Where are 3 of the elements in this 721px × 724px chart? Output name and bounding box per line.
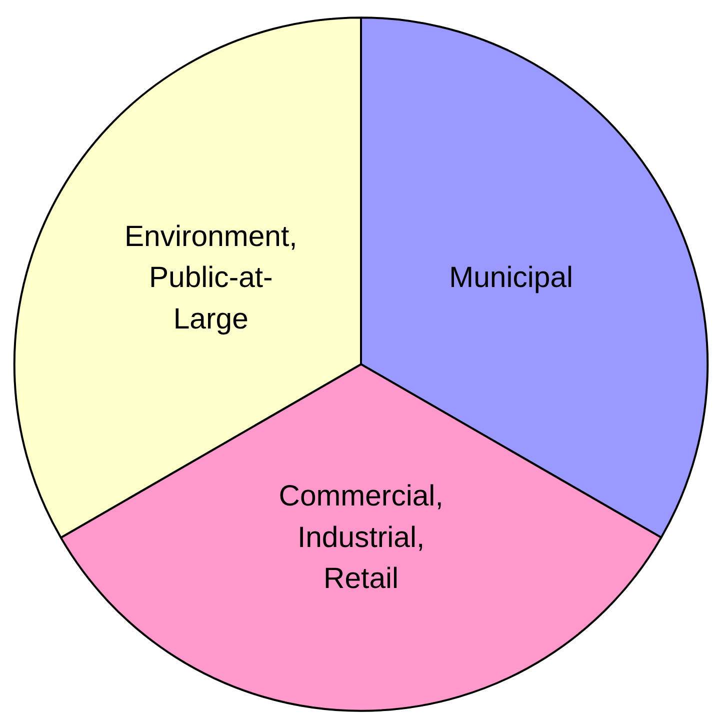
slice-label: Municipal: [449, 261, 574, 294]
slice-label: Environment, Public-at- Large: [124, 220, 298, 336]
slice-label: Commercial, Industrial, Retail: [278, 480, 444, 596]
